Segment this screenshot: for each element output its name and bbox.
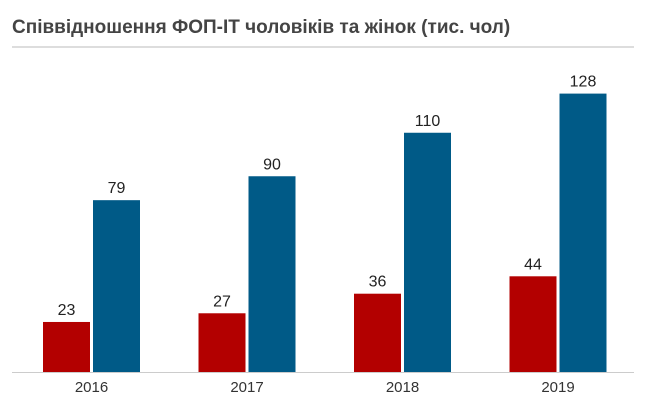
bar-2018-series-1	[354, 293, 401, 372]
bar-group-2018: 36 110 2018	[354, 113, 451, 396]
x-tick-label-2016: 2016	[75, 379, 108, 396]
bar-2019-series-1	[509, 276, 557, 372]
bar-group-2016: 23 79 2016	[43, 180, 140, 396]
data-label-2016-series-1: 23	[58, 302, 76, 319]
data-label-2018-series-2: 110	[415, 113, 441, 130]
x-tick-label-2019: 2019	[541, 379, 574, 396]
data-label-2016-series-2: 79	[108, 180, 126, 197]
bar-2017-series-2	[248, 176, 296, 372]
bar-2016-series-1	[43, 321, 90, 372]
bar-2016-series-2	[93, 200, 140, 372]
data-label-2018-series-1: 36	[369, 274, 387, 291]
data-label-2017-series-1: 27	[213, 293, 231, 310]
data-label-2019-series-1: 44	[524, 256, 542, 273]
title-divider	[12, 46, 634, 48]
data-label-2019-series-2: 128	[570, 74, 597, 91]
bar-group-2017: 27 90 2017	[198, 156, 296, 396]
bar-2018-series-2	[404, 132, 451, 372]
bar-group-2019: 44 128 2019	[509, 74, 607, 396]
x-tick-label-2017: 2017	[230, 379, 263, 396]
x-tick-label-2018: 2018	[386, 379, 419, 396]
data-label-2017-series-2: 90	[263, 156, 281, 173]
bar-2019-series-2	[559, 93, 607, 372]
bar-2017-series-1	[198, 313, 246, 372]
chart-title: Співвідношення ФОП-ІТ чоловіків та жінок…	[12, 17, 511, 38]
